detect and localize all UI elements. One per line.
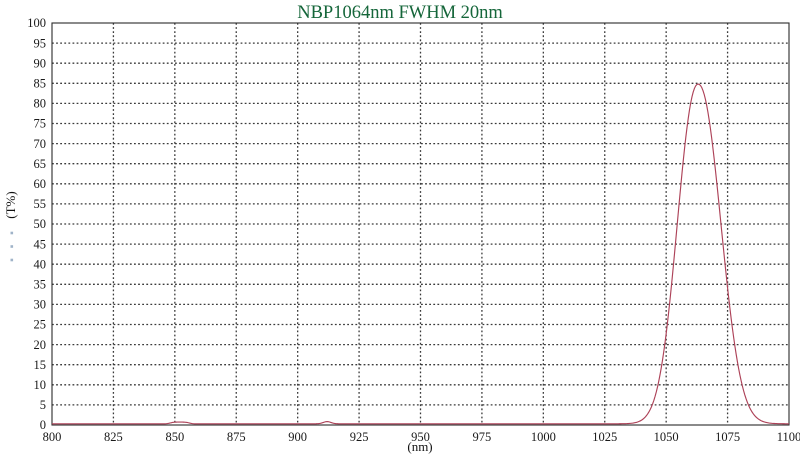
svg-text:1075: 1075: [715, 430, 740, 444]
svg-text:975: 975: [473, 430, 492, 444]
svg-text:35: 35: [34, 278, 47, 292]
svg-text:90: 90: [34, 56, 47, 70]
svg-text:40: 40: [34, 257, 47, 271]
svg-text:1025: 1025: [592, 430, 617, 444]
svg-text:30: 30: [34, 298, 47, 312]
svg-text:85: 85: [34, 77, 47, 91]
svg-text:95: 95: [34, 36, 47, 50]
svg-text:60: 60: [34, 177, 47, 191]
svg-text:65: 65: [34, 157, 47, 171]
svg-text:0: 0: [40, 418, 46, 432]
svg-text:875: 875: [227, 430, 246, 444]
svg-text:900: 900: [288, 430, 307, 444]
svg-text:20: 20: [34, 338, 47, 352]
svg-text:80: 80: [34, 97, 47, 111]
svg-text:75: 75: [34, 117, 47, 131]
svg-text:825: 825: [104, 430, 123, 444]
svg-text:1050: 1050: [654, 430, 679, 444]
svg-text:15: 15: [34, 358, 47, 372]
svg-text:25: 25: [34, 318, 47, 332]
svg-text:45: 45: [34, 237, 47, 251]
svg-text:925: 925: [350, 430, 369, 444]
svg-text:1100: 1100: [777, 430, 800, 444]
svg-text:5: 5: [40, 398, 46, 412]
svg-text:850: 850: [165, 430, 184, 444]
svg-text:70: 70: [34, 137, 47, 151]
svg-text:1000: 1000: [531, 430, 556, 444]
svg-text:50: 50: [34, 217, 47, 231]
svg-text:10: 10: [34, 378, 47, 392]
svg-text:55: 55: [34, 197, 47, 211]
